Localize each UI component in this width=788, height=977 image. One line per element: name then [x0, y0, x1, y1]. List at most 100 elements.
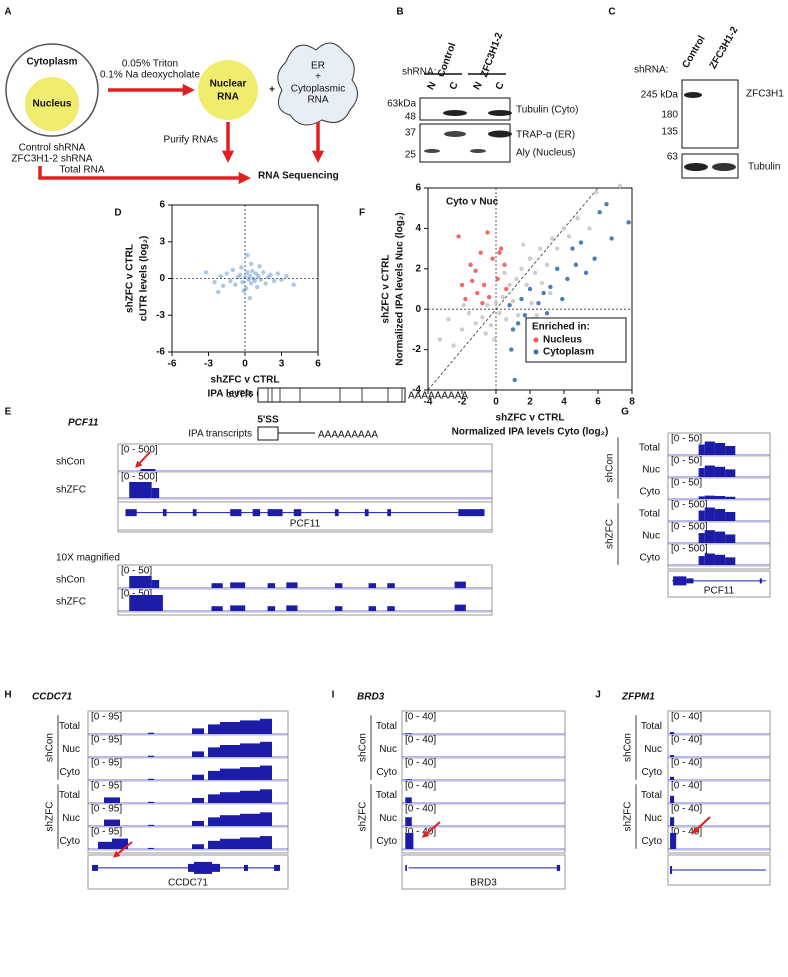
track-range: [0 - 40] — [671, 735, 702, 746]
track-label: Nuc — [644, 744, 662, 755]
coverage — [405, 733, 412, 734]
lane-label: C — [494, 80, 507, 92]
group-label: shZFC — [358, 802, 369, 832]
data-point — [485, 302, 490, 308]
track-label: Cyto — [639, 487, 660, 498]
marker-label: 180 — [661, 110, 678, 121]
coverage — [670, 833, 677, 849]
coverage — [148, 732, 154, 734]
track-label: Total — [639, 443, 660, 454]
x-tick-label: 6 — [595, 397, 601, 408]
data-point — [527, 286, 533, 292]
coverage — [405, 797, 412, 803]
coverage — [698, 444, 705, 455]
polya-label: AAAAAAAAA — [318, 430, 378, 441]
coverage — [148, 778, 154, 780]
track-range: [0 - 95] — [91, 735, 122, 746]
data-point — [626, 220, 631, 225]
data-point — [490, 256, 495, 261]
coverage — [286, 582, 298, 588]
coverage — [211, 606, 223, 611]
coverage — [260, 718, 272, 734]
lane-label: N — [426, 80, 439, 92]
track-label: Cyto — [641, 767, 662, 778]
coverage — [286, 605, 298, 611]
y-tick-label: 4 — [415, 223, 421, 234]
data-point — [532, 270, 538, 276]
track-range: [0 - 50] — [671, 434, 702, 445]
gene-title: ZFPM1 — [621, 692, 655, 703]
er-blob — [277, 42, 358, 126]
band-label: Aly (Nucleus) — [516, 148, 575, 159]
data-point — [592, 256, 597, 261]
coverage — [151, 580, 160, 588]
band-label: Tubulin — [748, 162, 780, 173]
x-tick-label: 0 — [242, 359, 248, 370]
data-point — [493, 300, 499, 306]
data-point — [502, 262, 507, 267]
track-range: [0 - 50] — [671, 478, 702, 489]
track-label: Total — [59, 790, 80, 801]
track-panel — [667, 710, 771, 854]
data-point — [488, 323, 494, 328]
exon — [405, 864, 407, 871]
track-range: [0 - 50] — [671, 456, 702, 467]
coverage — [148, 824, 154, 826]
ss-label: 5'SS — [257, 415, 279, 426]
exon — [759, 578, 762, 584]
exon — [267, 509, 283, 517]
legend-swatch — [533, 349, 539, 355]
band — [443, 110, 467, 116]
data-point — [233, 282, 238, 287]
band — [712, 163, 736, 171]
legend-label: Cytoplasm — [543, 347, 594, 358]
coverage — [192, 728, 204, 734]
data-point — [497, 250, 502, 255]
coverage — [148, 847, 154, 849]
transcript-model — [257, 426, 279, 441]
coverage — [725, 446, 736, 455]
coverage — [260, 741, 272, 757]
coverage — [725, 469, 736, 477]
data-point — [216, 289, 221, 295]
track-range: [0 - 500] — [121, 472, 158, 483]
data-point — [468, 262, 473, 267]
track-range: [0 - 40] — [671, 827, 702, 838]
gene-label: PCF11 — [290, 519, 321, 530]
diagonal-line — [427, 187, 599, 391]
data-point — [492, 337, 497, 342]
track-label: shCon — [56, 575, 85, 586]
coverage — [267, 606, 276, 611]
track-label: Total — [376, 721, 397, 732]
exon — [387, 509, 392, 517]
data-point — [575, 216, 580, 221]
data-point — [247, 295, 253, 301]
data-point — [594, 189, 599, 195]
track-label: shCon — [56, 457, 85, 468]
data-point — [536, 300, 541, 306]
track-label: Nuc — [642, 465, 660, 476]
y-axis-label: shZFC v CTRL — [125, 244, 136, 313]
shrna-label: ZFC3H1-2 shRNA — [11, 154, 92, 165]
coverage — [208, 724, 220, 734]
track-range: [0 - 40] — [671, 712, 702, 723]
track-range: [0 - 95] — [91, 827, 122, 838]
coverage — [405, 779, 412, 780]
shrna-label: shRNA: — [402, 67, 436, 78]
sequencing-label: RNA Sequencing — [258, 171, 339, 182]
panel-letter: F — [359, 208, 365, 219]
data-point — [244, 286, 249, 291]
track-label: Nuc — [62, 744, 80, 755]
data-point — [507, 282, 512, 288]
y-tick-label: -2 — [412, 344, 421, 355]
data-point — [519, 266, 524, 271]
coverage — [220, 815, 240, 826]
track-panel — [87, 710, 289, 854]
x-axis-label: IPA levels (log₂) — [207, 389, 282, 400]
exon — [192, 509, 197, 517]
exon — [212, 863, 220, 872]
marker-label: 48 — [405, 112, 417, 123]
panel-letter: I — [332, 690, 335, 701]
track-range: [0 - 40] — [671, 758, 702, 769]
data-point — [507, 302, 512, 308]
